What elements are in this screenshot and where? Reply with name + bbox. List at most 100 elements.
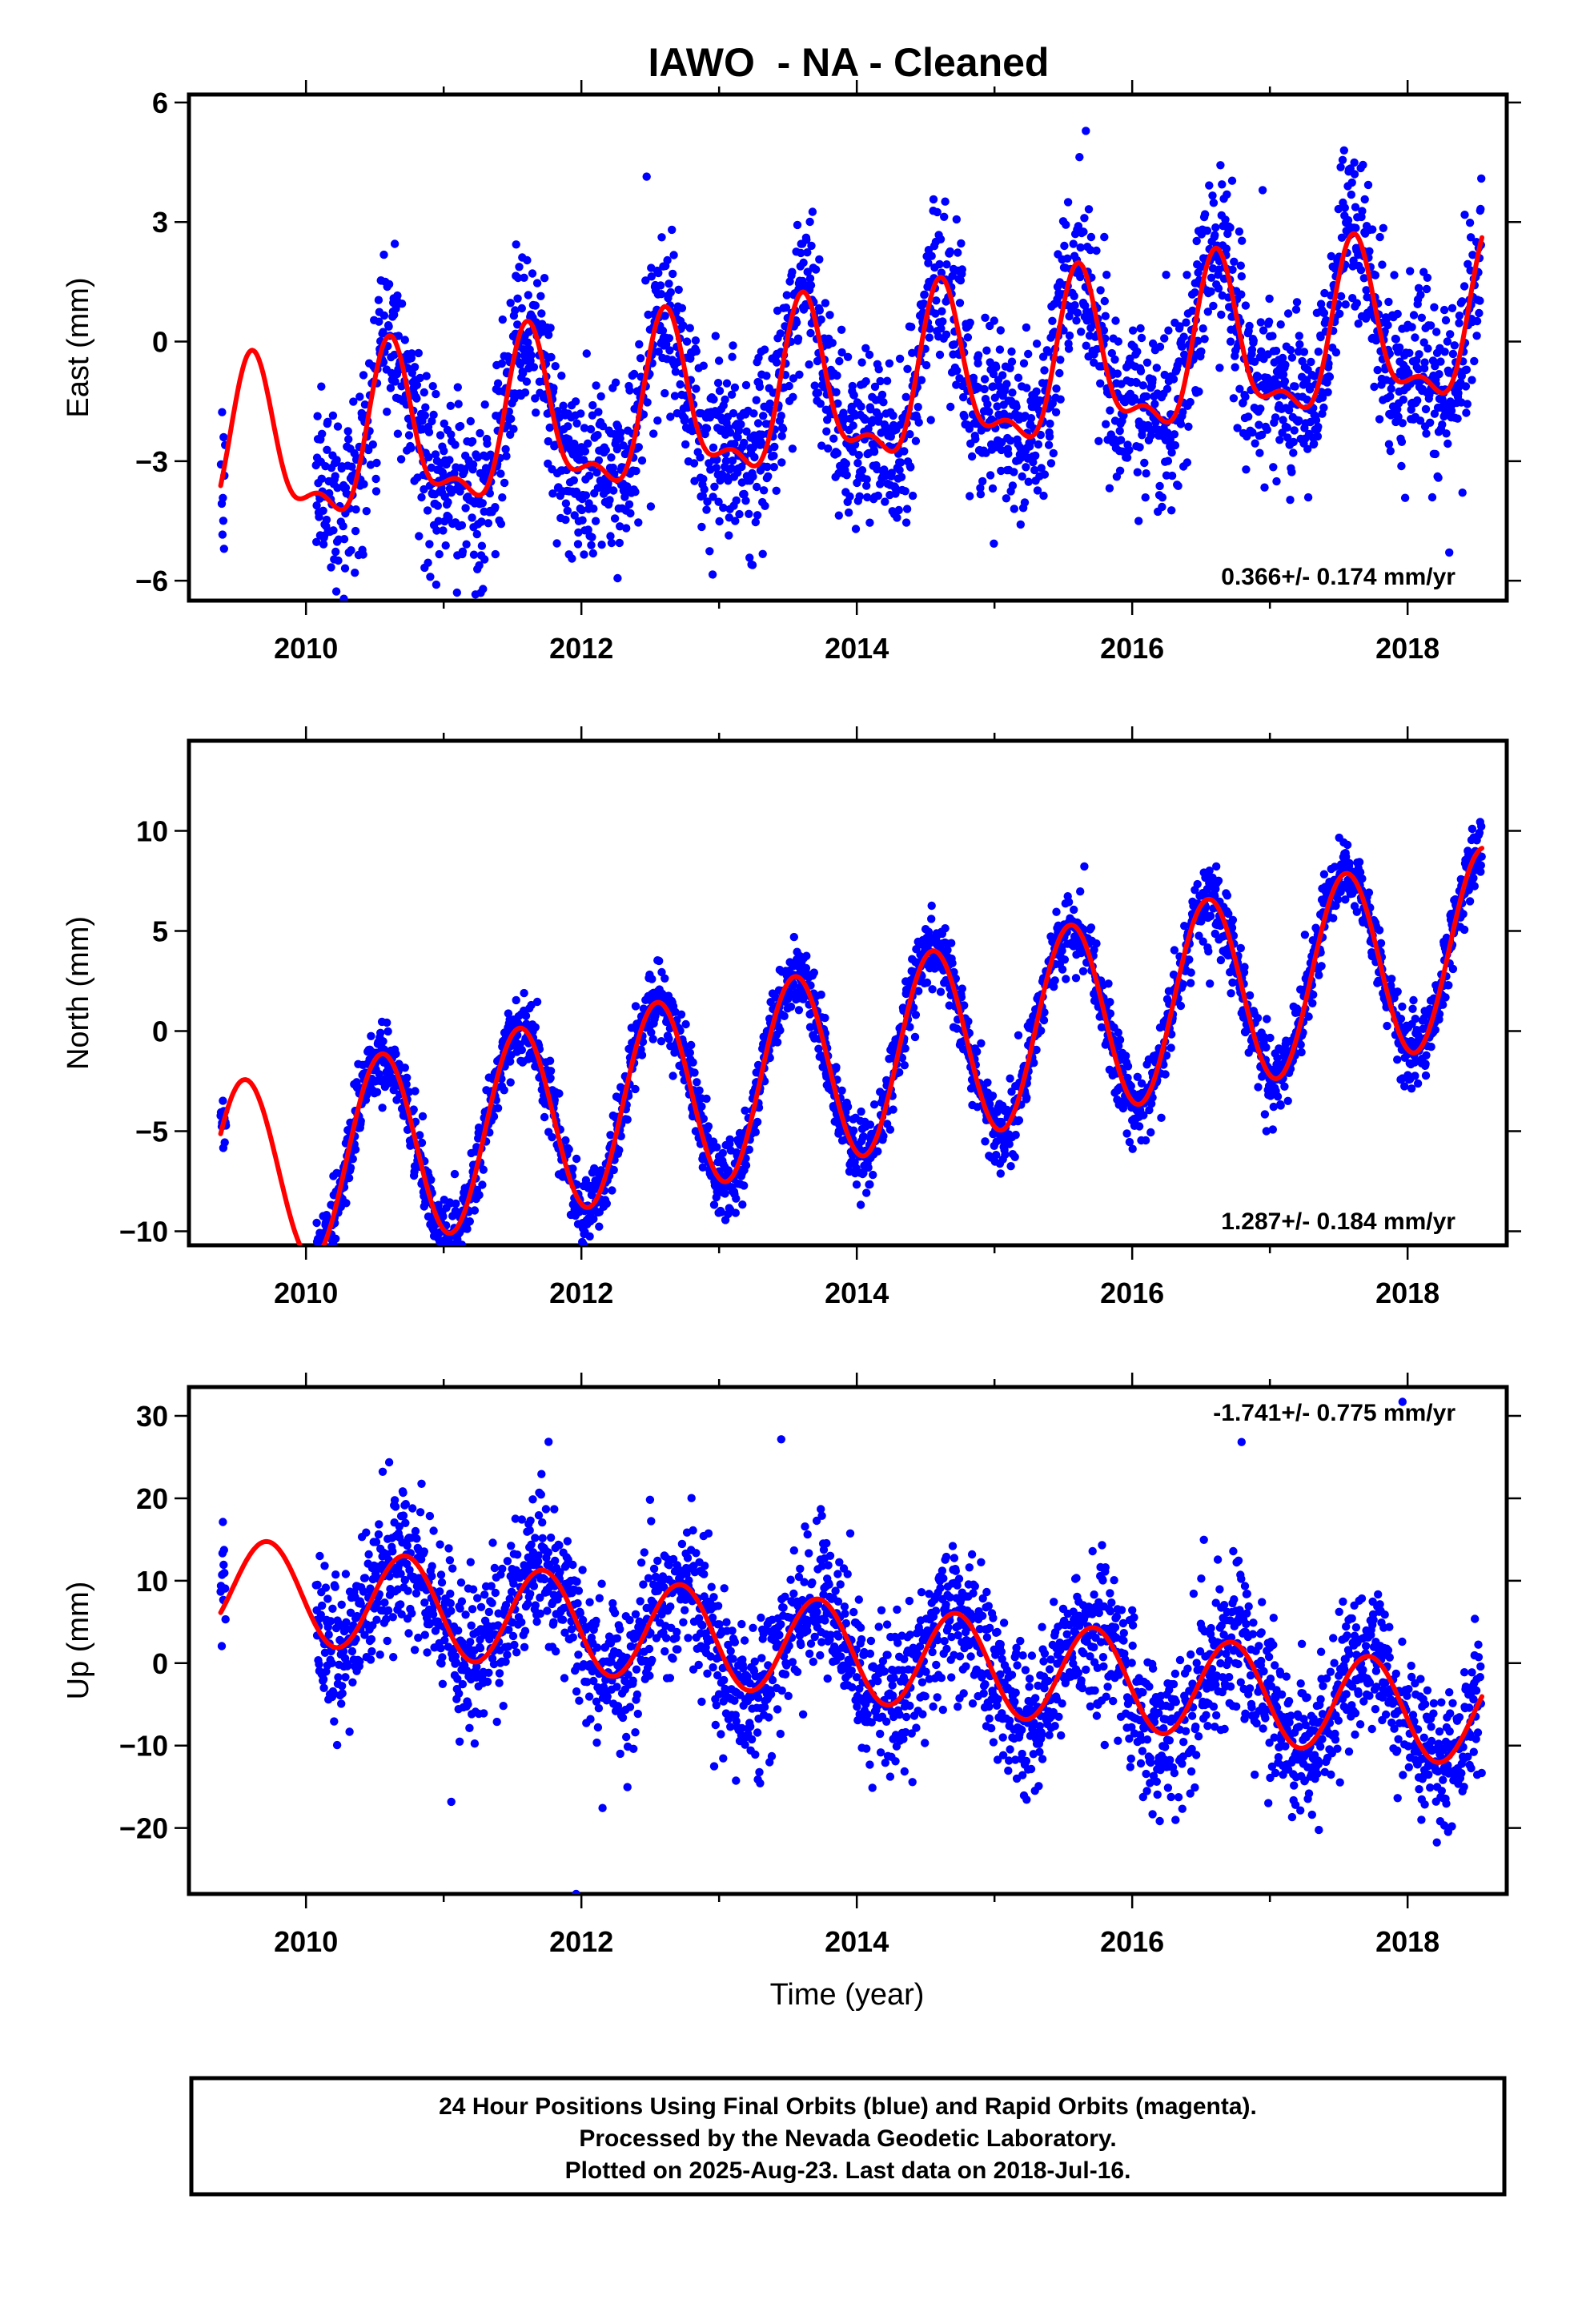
east-point	[653, 416, 662, 425]
east-point	[610, 514, 620, 523]
east-point	[1407, 405, 1415, 414]
north-point	[973, 1047, 982, 1056]
east-point	[1466, 233, 1476, 242]
east-point	[503, 420, 512, 430]
east-point	[730, 440, 739, 448]
east-point	[721, 456, 731, 465]
east-point	[477, 517, 486, 526]
east-point	[334, 556, 343, 565]
east-point	[1407, 323, 1416, 332]
north-point	[1011, 1131, 1020, 1140]
east-point	[1226, 223, 1235, 232]
east-point	[219, 432, 228, 442]
east-point	[480, 400, 489, 409]
east-point	[1363, 180, 1373, 190]
east-point	[1248, 428, 1257, 437]
east-point	[967, 452, 977, 461]
north-point	[869, 1100, 879, 1109]
east-point	[1072, 316, 1081, 325]
east-point	[513, 273, 523, 283]
east-point	[692, 384, 701, 393]
east-point	[1096, 379, 1105, 388]
north-point	[585, 1232, 594, 1241]
north-point	[852, 1180, 861, 1189]
east-point	[587, 541, 596, 549]
north-point	[391, 1049, 400, 1059]
east-point	[607, 538, 616, 548]
east-point	[729, 408, 738, 418]
east-point	[887, 468, 897, 477]
east-point	[924, 259, 933, 267]
east-point	[584, 439, 592, 448]
east-point	[431, 450, 440, 459]
east-point	[900, 447, 909, 456]
east-point	[996, 326, 1006, 335]
east-point	[1289, 437, 1298, 447]
east-point	[671, 368, 681, 376]
east-point	[1264, 317, 1274, 326]
east-point	[513, 294, 522, 303]
east-point	[1039, 491, 1048, 501]
north-point	[669, 1072, 677, 1080]
east-point	[1263, 425, 1272, 434]
east-point	[1099, 326, 1109, 335]
east-point	[965, 424, 974, 433]
east-point	[874, 364, 883, 374]
east-point	[1044, 348, 1053, 356]
east-point	[1152, 364, 1162, 372]
east-point	[954, 248, 962, 257]
north-point	[1167, 1030, 1176, 1039]
north-point	[914, 987, 923, 995]
east-point	[1026, 414, 1036, 423]
east-point	[1409, 311, 1419, 320]
east-point	[1242, 465, 1251, 474]
east-point	[1197, 347, 1206, 356]
east-point	[343, 427, 352, 436]
east-point	[1283, 423, 1291, 432]
north-point	[922, 978, 932, 987]
east-point	[1076, 243, 1085, 252]
east-point	[946, 247, 954, 256]
east-point	[958, 265, 967, 274]
east-point	[536, 292, 545, 300]
east-point	[1430, 303, 1439, 312]
east-point	[876, 376, 885, 386]
east-point	[546, 324, 555, 332]
north-point	[1133, 1072, 1142, 1082]
north-point	[548, 1132, 556, 1142]
north-point	[837, 1086, 846, 1096]
east-point	[1375, 232, 1384, 242]
east-point	[1022, 323, 1031, 332]
north-point	[479, 1165, 488, 1174]
north-point	[1224, 909, 1233, 919]
east-point	[591, 517, 600, 525]
east-point	[444, 513, 453, 522]
north-point	[219, 1096, 227, 1105]
north-point	[889, 1105, 897, 1114]
north-point	[1090, 945, 1098, 955]
east-point	[375, 317, 383, 326]
north-frame	[187, 738, 1509, 1248]
east-point	[1287, 353, 1297, 362]
east-point	[632, 466, 640, 476]
east-point	[669, 269, 677, 279]
east-point	[371, 487, 381, 496]
east-point	[522, 377, 532, 386]
east-point	[937, 324, 946, 333]
east-x-tick-label: 2018	[1375, 632, 1439, 665]
east-x-tick-label: 2010	[274, 632, 338, 665]
east-point	[1002, 380, 1011, 388]
north-point	[606, 1131, 615, 1140]
north-point	[1216, 955, 1226, 965]
east-point	[1022, 384, 1031, 392]
east-point	[1148, 339, 1158, 348]
north-point	[1214, 876, 1223, 886]
east-point	[561, 515, 570, 525]
east-point	[1024, 477, 1033, 486]
east-point	[339, 535, 349, 544]
north-point	[1147, 1100, 1156, 1108]
north-point	[470, 1206, 480, 1215]
east-point	[657, 233, 666, 242]
east-point	[472, 529, 481, 539]
east-point	[1160, 370, 1169, 380]
